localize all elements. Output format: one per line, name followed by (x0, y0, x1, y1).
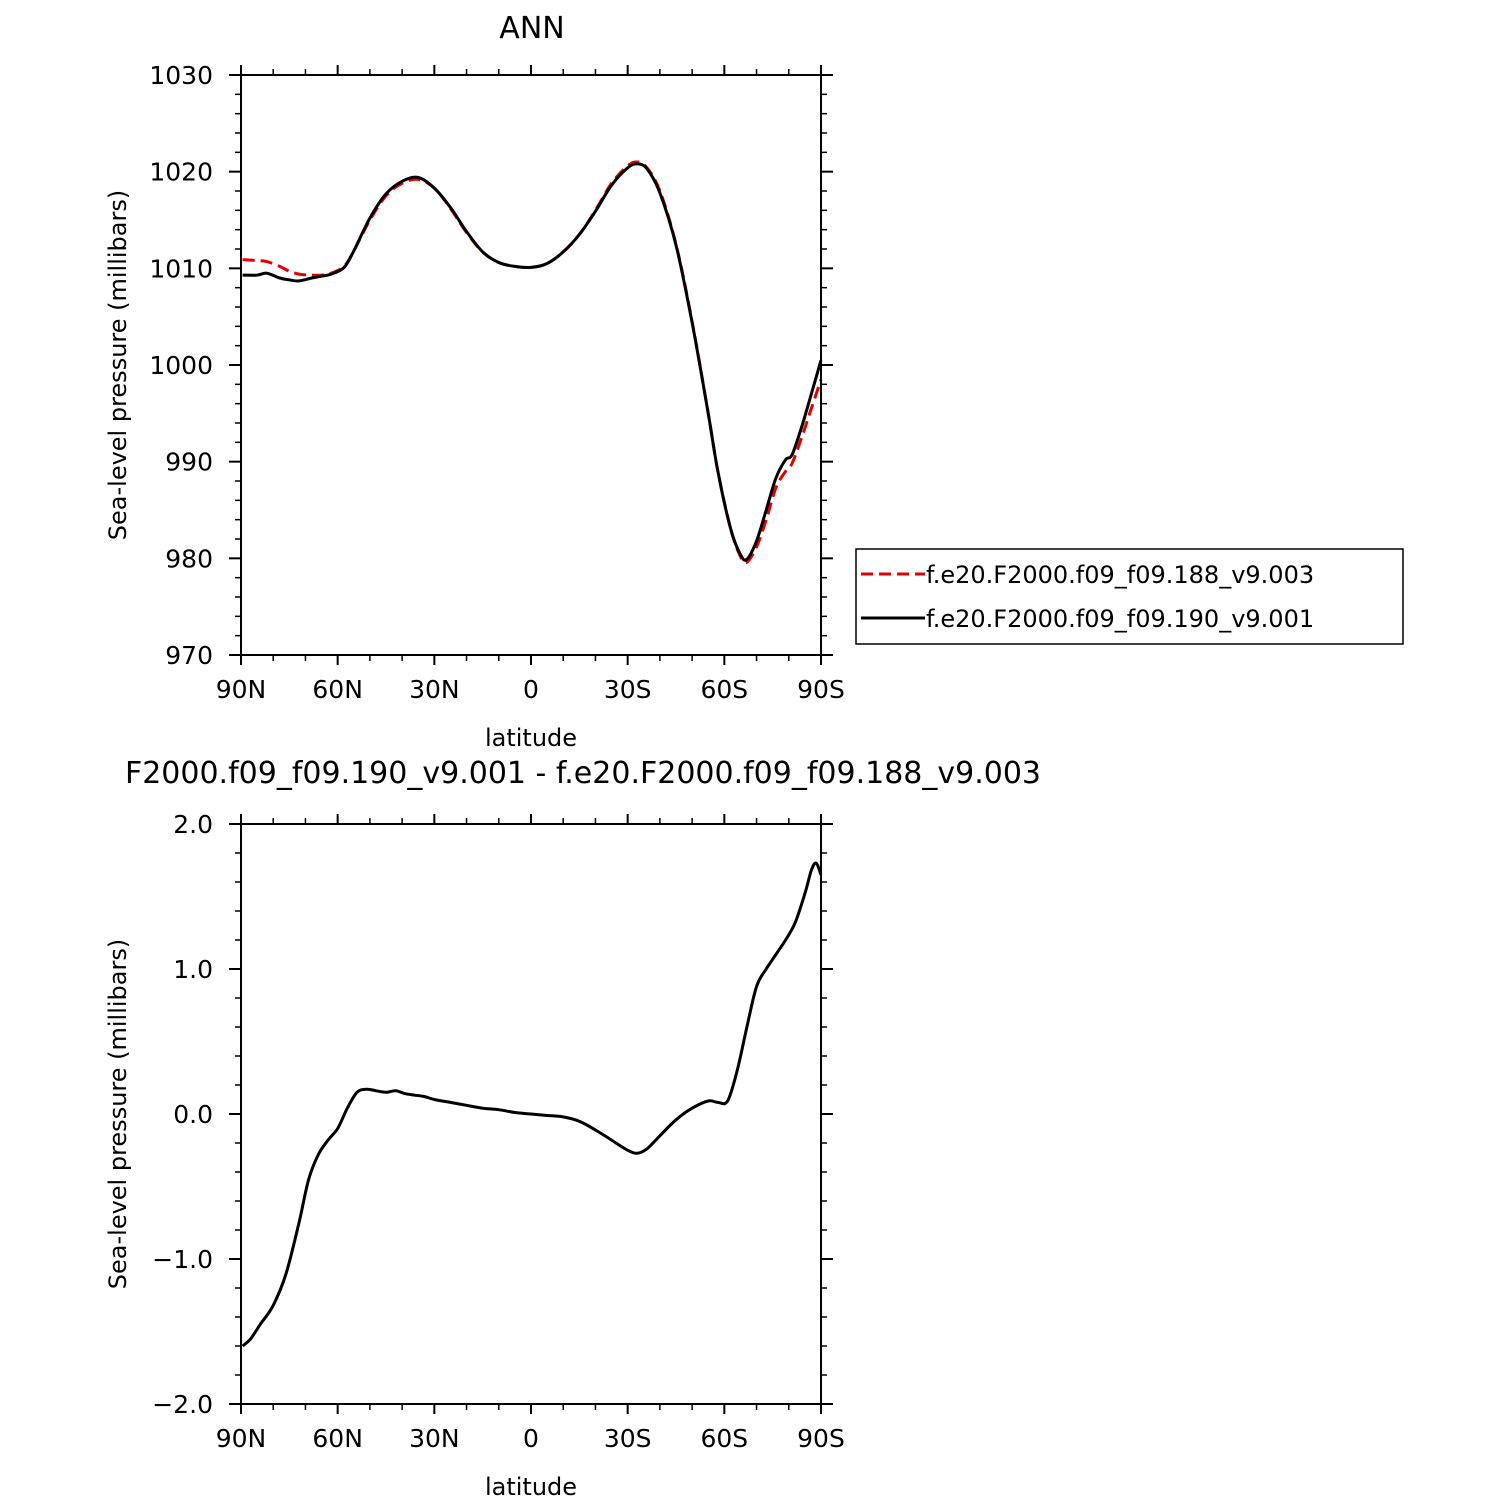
top-x-tick-label: 30S (604, 675, 652, 704)
top-y-tick-label: 1010 (149, 254, 213, 283)
top-y-tick-label: 970 (165, 641, 213, 670)
bottom-x-tick-label: 30N (409, 1424, 460, 1453)
bottom-x-tick-label: 90N (216, 1424, 267, 1453)
bottom-y-tick-label: 1.0 (173, 955, 213, 984)
legend-entry-188: f.e20.F2000.f09_f09.188_v9.003 (926, 561, 1314, 589)
top-y-tick-label: 1030 (149, 61, 213, 90)
top-y-axis-label: Sea-level pressure (millibars) (104, 190, 132, 540)
bottom-chart: F2000.f09_f09.190_v9.001 - f.e20.F2000.f… (104, 756, 1041, 1501)
bottom-y-axis-label: Sea-level pressure (millibars) (104, 939, 132, 1289)
top-y-tick-label: 1000 (149, 351, 213, 380)
bottom-x-tick-label: 60S (700, 1424, 748, 1453)
bottom-y-tick-label: −1.0 (152, 1245, 213, 1274)
top-x-tick-label: 60S (700, 675, 748, 704)
top-x-tick-label: 0 (523, 675, 539, 704)
top-series-line-1 (242, 162, 823, 562)
top-series-line-0 (242, 160, 823, 565)
bottom-x-tick-label: 60N (312, 1424, 363, 1453)
legend-box (855, 548, 1404, 645)
bottom-y-tick-label: 0.0 (173, 1100, 213, 1129)
top-x-tick-label: 60N (312, 675, 363, 704)
top-y-tick-label: 1020 (149, 158, 213, 187)
bottom-y-tick-label: 2.0 (173, 810, 213, 839)
bottom-x-tick-label: 30S (604, 1424, 652, 1453)
bottom-series-line-0 (241, 861, 823, 1348)
top-x-tick-label: 90N (216, 675, 267, 704)
bottom-chart-title: F2000.f09_f09.190_v9.001 - f.e20.F2000.f… (125, 756, 1041, 791)
top-y-tick-label: 990 (165, 448, 213, 477)
bottom-x-tick-label: 90S (797, 1424, 845, 1453)
bottom-x-tick-label: 0 (523, 1424, 539, 1453)
top-x-tick-label: 90S (797, 675, 845, 704)
top-x-tick-label: 30N (409, 675, 460, 704)
bottom-y-tick-label: −2.0 (152, 1390, 213, 1419)
top-plot-frame (240, 74, 822, 656)
legend: f.e20.F2000.f09_f09.188_v9.003 f.e20.F20… (855, 548, 1404, 645)
top-x-axis-label: latitude (485, 724, 577, 752)
bottom-x-axis-label: latitude (485, 1473, 577, 1501)
top-chart: ANN 90N 60N 30N 0 30S 60S 90S 1030 1020 1010 1000 9… (104, 11, 1404, 752)
legend-entry-190: f.e20.F2000.f09_f09.190_v9.001 (926, 605, 1314, 633)
top-chart-title: ANN (499, 11, 564, 46)
top-y-tick-label: 980 (165, 544, 213, 573)
